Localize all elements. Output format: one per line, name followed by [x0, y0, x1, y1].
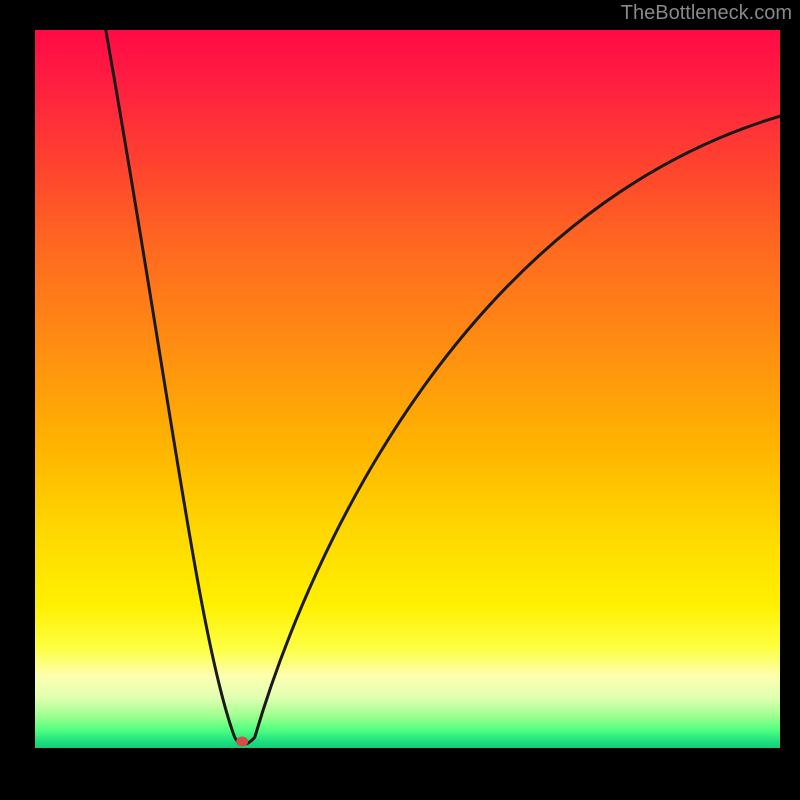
plot-area [35, 30, 780, 748]
curve-layer [35, 30, 780, 748]
watermark-text: TheBottleneck.com [621, 2, 792, 25]
bottleneck-curve [106, 30, 780, 744]
minimum-marker [236, 737, 248, 747]
